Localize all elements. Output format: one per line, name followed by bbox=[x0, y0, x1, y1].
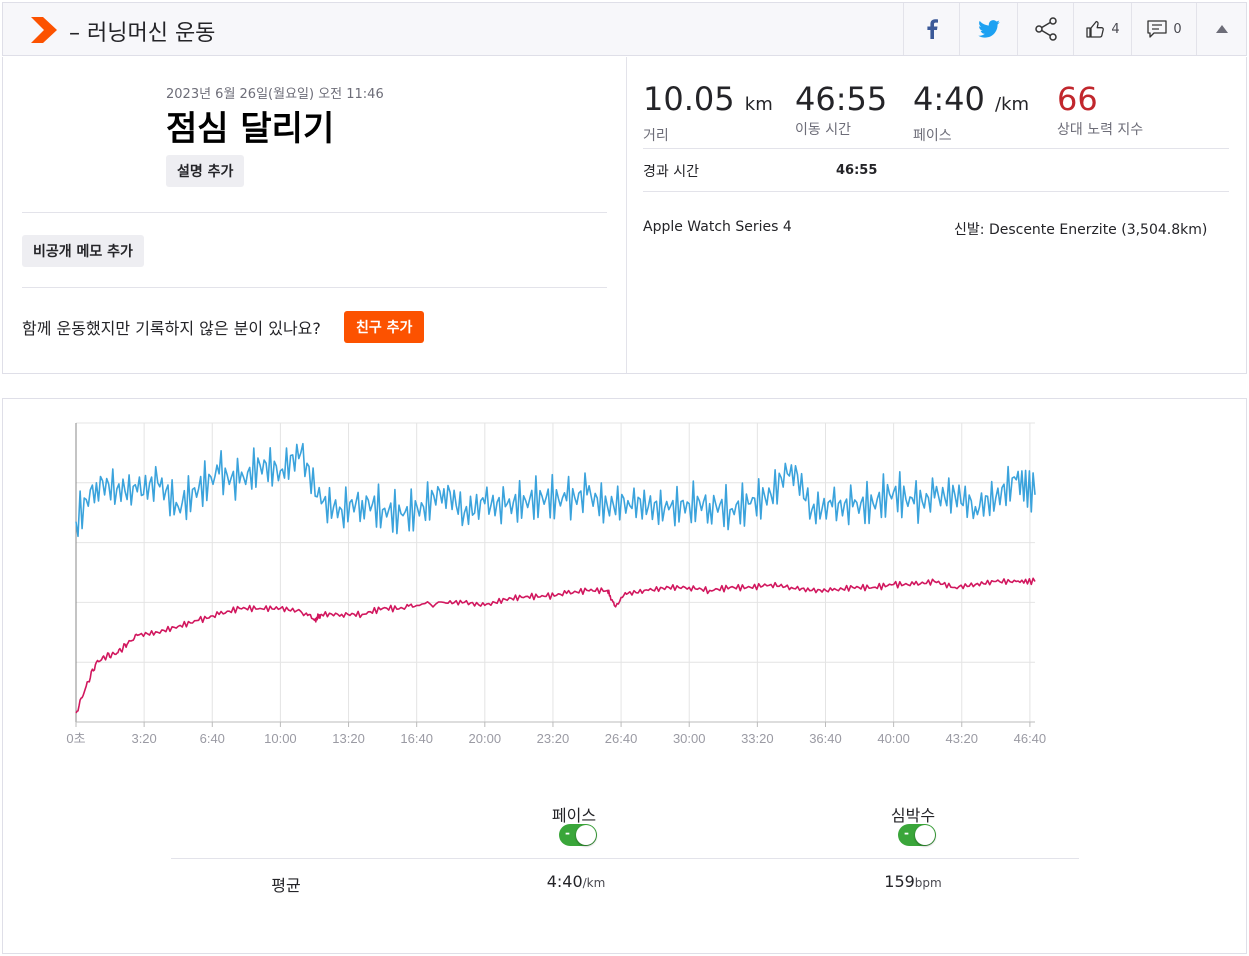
add-description-button[interactable]: 설명 추가 bbox=[166, 155, 245, 187]
twitter-icon bbox=[977, 20, 1000, 38]
x-tick-label: 6:40 bbox=[200, 731, 225, 746]
x-tick-label: 3:20 bbox=[131, 731, 156, 746]
strava-logo-icon[interactable] bbox=[31, 17, 57, 43]
x-tick-label: 36:40 bbox=[809, 731, 842, 746]
x-tick-label: 13:20 bbox=[332, 731, 365, 746]
add-friend-button[interactable]: 친구 추가 bbox=[344, 311, 425, 343]
friend-question: 함께 운동했지만 기록하지 않은 분이 있나요? bbox=[22, 319, 321, 338]
page-title: – 러닝머신 운동 bbox=[69, 21, 216, 46]
elapsed-time-label: 경과 시간 bbox=[643, 164, 699, 180]
distance-stat: 10.05 km 거리 bbox=[643, 79, 773, 145]
facebook-share-button[interactable] bbox=[903, 3, 959, 55]
hr-average: 159bpm bbox=[884, 872, 942, 891]
hr-legend-label: 심박수 bbox=[890, 806, 936, 825]
analysis-chart-panel: 0초 3:20 6:40 10:00 13:20 16:40 20:00 23:20 26:40… bbox=[2, 398, 1247, 954]
shoes-label: 신발: bbox=[954, 222, 985, 238]
comments-button[interactable]: 0 bbox=[1131, 3, 1197, 55]
divider bbox=[643, 148, 1229, 149]
relative-effort-label: 상대 노력 지수 bbox=[1057, 122, 1144, 138]
comment-icon bbox=[1147, 20, 1168, 38]
average-label: 평균 bbox=[271, 876, 301, 895]
x-tick-label: 20:00 bbox=[469, 731, 502, 746]
x-tick-label: 33:20 bbox=[741, 731, 774, 746]
x-tick-label: 30:00 bbox=[673, 731, 706, 746]
x-tick-label: 23:20 bbox=[537, 731, 570, 746]
x-tick-label: 40:00 bbox=[877, 731, 910, 746]
kudos-button[interactable]: 4 bbox=[1073, 3, 1131, 55]
pace-toggle[interactable]: - bbox=[559, 824, 597, 846]
x-tick-label: 0초 bbox=[66, 731, 85, 746]
x-tick-label: 16:40 bbox=[400, 731, 433, 746]
collapse-button[interactable] bbox=[1196, 3, 1246, 55]
pace-average: 4:40/km bbox=[546, 872, 606, 891]
heartrate-series-line bbox=[75, 577, 1036, 714]
distance-value: 10.05 bbox=[643, 80, 735, 118]
thumbs-up-icon bbox=[1086, 20, 1105, 38]
activity-name: 점심 달리기 bbox=[166, 109, 335, 149]
relative-effort-value: 66 bbox=[1057, 80, 1098, 118]
activity-summary: 2023년 6월 26일(월요일) 오전 11:46 점심 달리기 설명 추가 … bbox=[2, 57, 1247, 374]
pace-unit: /km bbox=[995, 94, 1030, 115]
device-name: Apple Watch Series 4 bbox=[643, 219, 792, 235]
moving-time-value: 46:55 bbox=[795, 80, 888, 118]
kudos-count: 4 bbox=[1111, 21, 1120, 37]
divider bbox=[643, 191, 1229, 192]
add-private-note-button[interactable]: 비공개 메모 추가 bbox=[22, 235, 144, 267]
activity-header: – 러닝머신 운동 4 0 bbox=[2, 2, 1247, 56]
facebook-icon bbox=[926, 19, 938, 39]
moving-time-stat: 46:55 이동 시간 bbox=[795, 79, 887, 139]
activity-details: 2023년 6월 26일(월요일) 오전 11:46 점심 달리기 설명 추가 … bbox=[3, 57, 627, 373]
twitter-share-button[interactable] bbox=[959, 3, 1017, 55]
pace-stat: 4:40 /km 페이스 bbox=[913, 79, 1029, 145]
distance-label: 거리 bbox=[643, 128, 669, 144]
divider bbox=[22, 212, 607, 213]
share-icon bbox=[1034, 17, 1057, 41]
caret-up-icon bbox=[1215, 25, 1228, 33]
x-tick-label: 10:00 bbox=[264, 731, 297, 746]
pace-series-line bbox=[75, 442, 1036, 538]
shoes-name: Descente Enerzite (3,504.8km) bbox=[988, 222, 1208, 238]
pace-label: 페이스 bbox=[913, 128, 952, 144]
divider bbox=[22, 287, 607, 288]
divider bbox=[171, 858, 1079, 859]
relative-effort-stat[interactable]: 66 상대 노력 지수 bbox=[1057, 79, 1143, 139]
moving-time-label: 이동 시간 bbox=[795, 122, 851, 138]
comments-count: 0 bbox=[1173, 21, 1182, 37]
pace-legend-label: 페이스 bbox=[551, 806, 597, 825]
pace-value: 4:40 bbox=[913, 80, 985, 118]
activity-date: 2023년 6월 26일(월요일) 오전 11:46 bbox=[166, 87, 384, 102]
elapsed-time-value: 46:55 bbox=[836, 163, 878, 178]
x-tick-label: 26:40 bbox=[605, 731, 638, 746]
share-button[interactable] bbox=[1017, 3, 1073, 55]
pace-heartrate-chart[interactable]: 0초 3:20 6:40 10:00 13:20 16:40 20:00 23:20 26:40… bbox=[3, 399, 1246, 779]
x-tick-label: 46:40 bbox=[1014, 731, 1047, 746]
hr-toggle[interactable]: - bbox=[898, 824, 936, 846]
distance-unit: km bbox=[744, 94, 773, 115]
x-tick-label: 43:20 bbox=[945, 731, 978, 746]
shoes-info[interactable]: 신발: Descente Enerzite (3,504.8km) bbox=[954, 219, 1207, 239]
